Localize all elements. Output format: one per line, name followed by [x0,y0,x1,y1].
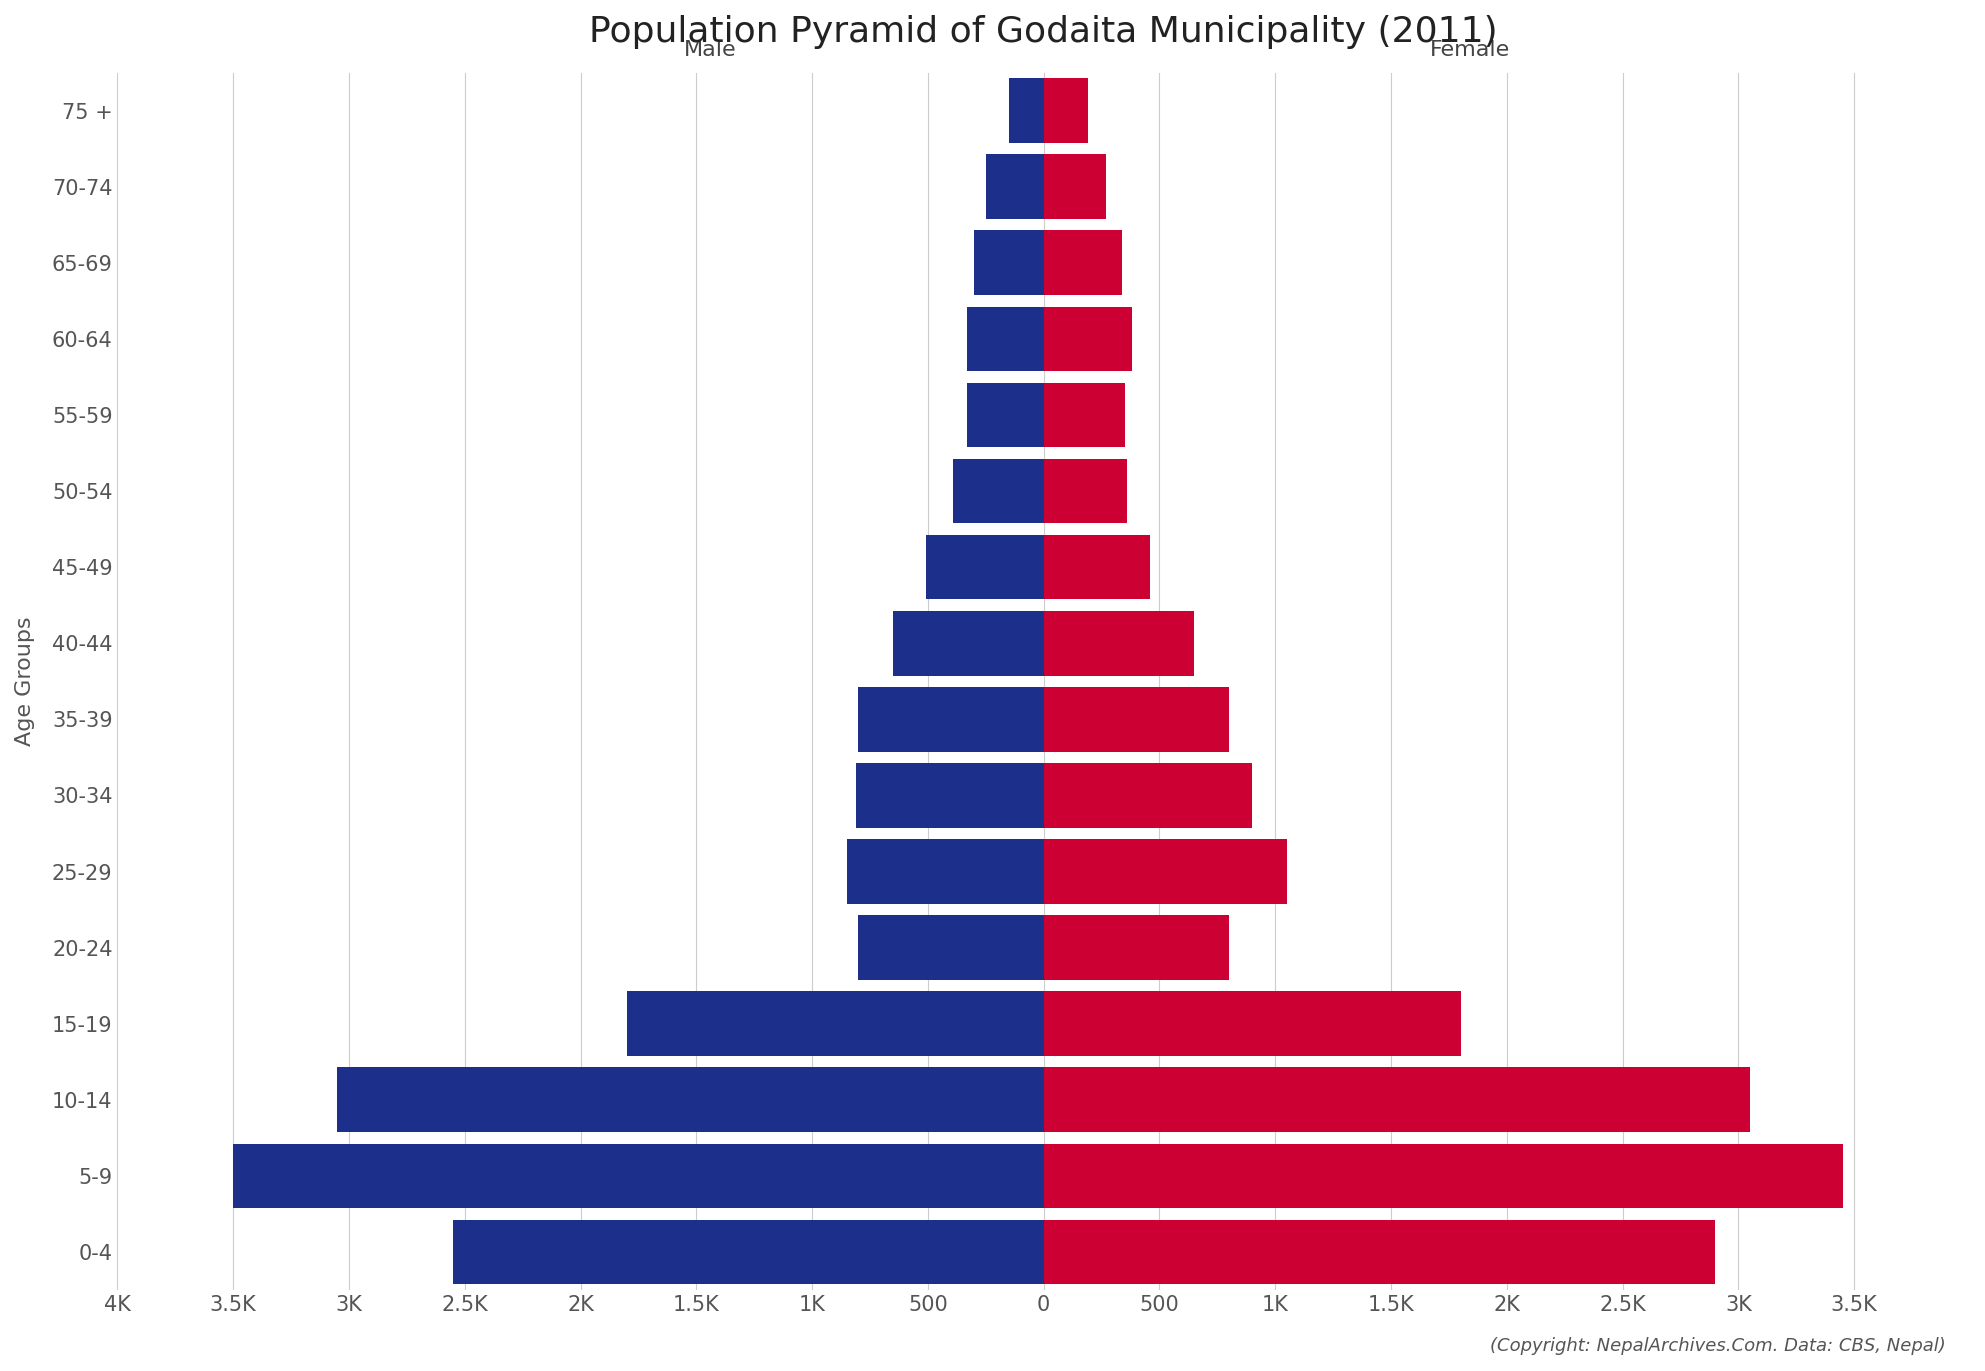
Bar [1044,839,1286,903]
Bar [453,1220,1044,1285]
Bar [1044,307,1131,372]
Bar [1044,383,1125,447]
Bar [1044,991,1461,1056]
Bar [627,991,1044,1056]
Bar [337,1068,1044,1132]
Bar [967,307,1044,372]
Bar [1044,611,1195,676]
Bar [1044,1068,1751,1132]
Bar [858,916,1044,980]
Bar [1044,1143,1842,1208]
Bar [856,764,1044,828]
Bar [1044,687,1229,751]
Title: Population Pyramid of Godaita Municipality (2011): Population Pyramid of Godaita Municipali… [590,15,1499,49]
Bar [858,687,1044,751]
Bar [925,535,1044,599]
Bar [1008,78,1044,143]
Bar [848,839,1044,903]
Bar [1044,230,1122,295]
Bar [1044,155,1106,219]
Bar [1044,916,1229,980]
Bar [1044,459,1127,524]
Bar [1044,78,1088,143]
Text: (Copyright: NepalArchives.Com. Data: CBS, Nepal): (Copyright: NepalArchives.Com. Data: CBS… [1489,1337,1945,1355]
Bar [893,611,1044,676]
Bar [987,155,1044,219]
Text: Male: Male [685,40,736,60]
Bar [953,459,1044,524]
Bar [1044,1220,1715,1285]
Text: Female: Female [1429,40,1511,60]
Bar [1044,535,1149,599]
Bar [1044,764,1253,828]
Bar [975,230,1044,295]
Y-axis label: Age Groups: Age Groups [16,617,36,746]
Bar [232,1143,1044,1208]
Bar [967,383,1044,447]
